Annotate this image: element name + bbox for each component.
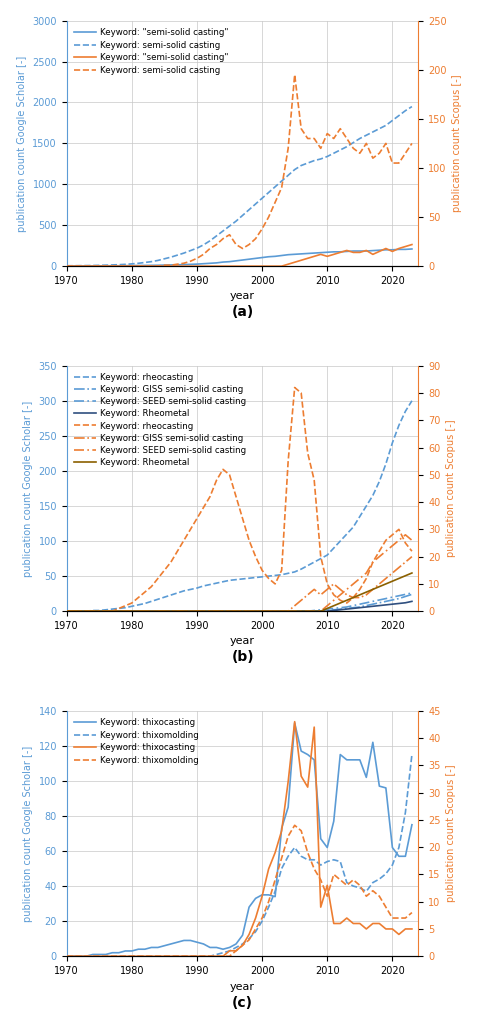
Legend: Keyword: rheocasting, Keyword: GISS semi-solid casting, Keyword: SEED semi-solid: Keyword: rheocasting, Keyword: GISS semi… [71,370,250,470]
Y-axis label: publication count Scopus [-]: publication count Scopus [-] [452,75,462,212]
Y-axis label: publication count Scopus [-]: publication count Scopus [-] [446,420,456,557]
Y-axis label: publication count Google Scholar [-]: publication count Google Scholar [-] [23,400,33,577]
Y-axis label: publication count Google Scholar [-]: publication count Google Scholar [-] [23,745,33,922]
Legend: Keyword: "semi-solid casting", Keyword: semi-solid casting, Keyword: "semi-solid: Keyword: "semi-solid casting", Keyword: … [71,25,232,78]
Text: (b): (b) [231,650,254,665]
Text: (a): (a) [231,305,254,319]
X-axis label: year: year [230,982,255,991]
Y-axis label: publication count Google Scholar [-]: publication count Google Scholar [-] [17,55,27,231]
Text: (c): (c) [232,995,253,1010]
Legend: Keyword: thixocasting, Keyword: thixomolding, Keyword: thixocasting, Keyword: th: Keyword: thixocasting, Keyword: thixomol… [71,715,203,768]
X-axis label: year: year [230,292,255,301]
X-axis label: year: year [230,637,255,646]
Y-axis label: publication count Scopus [-]: publication count Scopus [-] [446,765,456,902]
